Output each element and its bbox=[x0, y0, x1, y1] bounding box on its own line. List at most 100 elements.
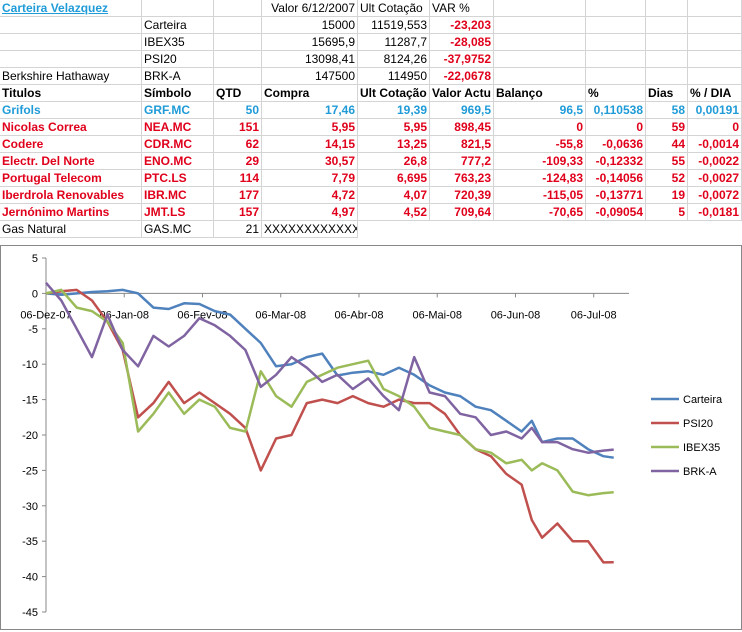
row-compra[interactable]: 17,46 bbox=[262, 102, 358, 119]
row-qtd[interactable]: 29 bbox=[214, 153, 262, 170]
row-qtd[interactable]: 62 bbox=[214, 136, 262, 153]
row-balanco[interactable]: -70,65 bbox=[494, 204, 586, 221]
empty-cell[interactable] bbox=[688, 68, 742, 85]
summary-var[interactable]: -23,203 bbox=[430, 17, 494, 34]
row-dias[interactable]: 52 bbox=[646, 170, 688, 187]
summary-name[interactable] bbox=[0, 34, 142, 51]
empty-cell[interactable] bbox=[494, 51, 586, 68]
row-symbol[interactable]: CDR.MC bbox=[142, 136, 214, 153]
row-dias[interactable]: 58 bbox=[646, 102, 688, 119]
empty-cell[interactable] bbox=[494, 17, 586, 34]
empty-cell[interactable] bbox=[214, 51, 262, 68]
row-valor[interactable]: 763,23 bbox=[430, 170, 494, 187]
summary-ult[interactable]: 11519,553 bbox=[358, 17, 430, 34]
row-balanco[interactable]: 0 bbox=[494, 119, 586, 136]
column-header[interactable]: Símbolo bbox=[142, 85, 214, 102]
row-name[interactable]: Portugal Telecom bbox=[0, 170, 142, 187]
row-valor[interactable]: 709,64 bbox=[430, 204, 494, 221]
row-ult[interactable]: 26,8 bbox=[358, 153, 430, 170]
row-pctdia[interactable]: -0,0027 bbox=[688, 170, 742, 187]
row-symbol[interactable]: PTC.LS bbox=[142, 170, 214, 187]
empty-cell[interactable] bbox=[586, 17, 646, 34]
row-pct[interactable]: -0,12332 bbox=[586, 153, 646, 170]
empty-cell[interactable] bbox=[646, 0, 688, 17]
row-symbol[interactable]: GRF.MC bbox=[142, 102, 214, 119]
summary-valor[interactable]: 15000 bbox=[262, 17, 358, 34]
empty-cell[interactable] bbox=[586, 51, 646, 68]
empty-cell[interactable] bbox=[688, 34, 742, 51]
row-pct[interactable]: -0,09054 bbox=[586, 204, 646, 221]
empty-cell[interactable] bbox=[688, 51, 742, 68]
row-dias[interactable]: 19 bbox=[646, 187, 688, 204]
row-pctdia[interactable]: -0,0181 bbox=[688, 204, 742, 221]
row-dias[interactable]: 55 bbox=[646, 153, 688, 170]
row-name[interactable]: Grifols bbox=[0, 102, 142, 119]
gas-compra[interactable]: XXXXXXXXXXXXX bbox=[262, 221, 358, 238]
row-name[interactable]: Nicolas Correa bbox=[0, 119, 142, 136]
row-pct[interactable]: 0,110538 bbox=[586, 102, 646, 119]
summary-symbol[interactable]: IBEX35 bbox=[142, 34, 214, 51]
row-pctdia[interactable]: 0,00191 bbox=[688, 102, 742, 119]
header-valor[interactable]: Valor 6/12/2007 bbox=[262, 0, 358, 17]
row-compra[interactable]: 5,95 bbox=[262, 119, 358, 136]
row-compra[interactable]: 7,79 bbox=[262, 170, 358, 187]
row-balanco[interactable]: 96,5 bbox=[494, 102, 586, 119]
summary-name[interactable]: Berkshire Hathaway bbox=[0, 68, 142, 85]
row-symbol[interactable]: NEA.MC bbox=[142, 119, 214, 136]
column-header[interactable]: Titulos bbox=[0, 85, 142, 102]
empty-cell[interactable] bbox=[494, 34, 586, 51]
header-ult-cotacao[interactable]: Ult Cotação bbox=[358, 0, 430, 17]
row-symbol[interactable]: IBR.MC bbox=[142, 187, 214, 204]
column-header[interactable]: Ult Cotação bbox=[358, 85, 430, 102]
empty-cell[interactable] bbox=[646, 17, 688, 34]
row-qtd[interactable]: 114 bbox=[214, 170, 262, 187]
summary-ult[interactable]: 8124,26 bbox=[358, 51, 430, 68]
summary-name[interactable] bbox=[0, 17, 142, 34]
row-ult[interactable]: 6,695 bbox=[358, 170, 430, 187]
row-pctdia[interactable]: -0,0014 bbox=[688, 136, 742, 153]
row-valor[interactable]: 898,45 bbox=[430, 119, 494, 136]
row-pctdia[interactable]: -0,0022 bbox=[688, 153, 742, 170]
empty-cell[interactable] bbox=[214, 34, 262, 51]
column-header[interactable]: % / DIA bbox=[688, 85, 742, 102]
row-ult[interactable]: 4,52 bbox=[358, 204, 430, 221]
empty-cell[interactable] bbox=[586, 34, 646, 51]
empty-cell[interactable] bbox=[586, 0, 646, 17]
row-pctdia[interactable]: 0 bbox=[688, 119, 742, 136]
row-symbol[interactable]: JMT.LS bbox=[142, 204, 214, 221]
empty-cell[interactable] bbox=[688, 17, 742, 34]
empty-cell[interactable] bbox=[646, 34, 688, 51]
row-balanco[interactable]: -55,8 bbox=[494, 136, 586, 153]
row-dias[interactable]: 59 bbox=[646, 119, 688, 136]
empty-cell[interactable] bbox=[494, 68, 586, 85]
column-header[interactable]: Balanço bbox=[494, 85, 586, 102]
row-name[interactable]: Codere bbox=[0, 136, 142, 153]
row-pct[interactable]: -0,0636 bbox=[586, 136, 646, 153]
empty-cell[interactable] bbox=[586, 68, 646, 85]
summary-var[interactable]: -28,085 bbox=[430, 34, 494, 51]
row-pctdia[interactable]: -0,0072 bbox=[688, 187, 742, 204]
summary-var[interactable]: -37,9752 bbox=[430, 51, 494, 68]
row-balanco[interactable]: -109,33 bbox=[494, 153, 586, 170]
row-ult[interactable]: 4,07 bbox=[358, 187, 430, 204]
row-compra[interactable]: 4,97 bbox=[262, 204, 358, 221]
row-dias[interactable]: 5 bbox=[646, 204, 688, 221]
row-symbol[interactable]: ENO.MC bbox=[142, 153, 214, 170]
sheet-title[interactable]: Carteira Velazquez bbox=[0, 0, 142, 17]
empty-cell[interactable] bbox=[494, 0, 586, 17]
summary-symbol[interactable]: BRK-A bbox=[142, 68, 214, 85]
row-pct[interactable]: -0,14056 bbox=[586, 170, 646, 187]
empty-cell[interactable] bbox=[646, 51, 688, 68]
row-qtd[interactable]: 151 bbox=[214, 119, 262, 136]
empty-cell[interactable] bbox=[214, 17, 262, 34]
column-header[interactable]: % bbox=[586, 85, 646, 102]
row-name[interactable]: Jernónimo Martins bbox=[0, 204, 142, 221]
empty-cell[interactable] bbox=[646, 68, 688, 85]
column-header[interactable]: Valor Actu bbox=[430, 85, 494, 102]
column-header[interactable]: QTD bbox=[214, 85, 262, 102]
row-ult[interactable]: 5,95 bbox=[358, 119, 430, 136]
summary-ult[interactable]: 11287,7 bbox=[358, 34, 430, 51]
summary-valor[interactable]: 147500 bbox=[262, 68, 358, 85]
empty-cell[interactable] bbox=[142, 0, 214, 17]
row-compra[interactable]: 14,15 bbox=[262, 136, 358, 153]
